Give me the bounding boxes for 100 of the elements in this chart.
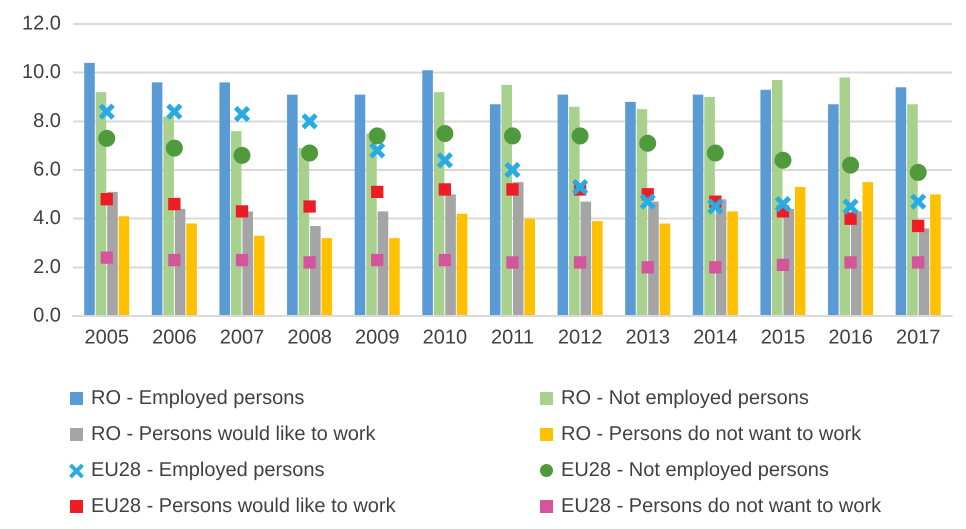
bar (648, 202, 659, 315)
point (506, 256, 519, 269)
bar (558, 94, 568, 315)
point (504, 161, 522, 179)
x-tick-label: 2011 (490, 326, 534, 349)
point (774, 195, 792, 213)
point (438, 183, 451, 196)
point (236, 254, 248, 266)
x-tick-label: 2010 (422, 326, 468, 349)
point (165, 102, 184, 120)
bar (118, 216, 130, 315)
point (303, 200, 316, 213)
point (100, 193, 113, 206)
bar (422, 70, 433, 315)
point (98, 130, 116, 147)
bar (828, 104, 839, 315)
bar (310, 226, 321, 315)
point (436, 125, 454, 142)
bar (692, 94, 704, 315)
bar (287, 94, 298, 315)
x-tick-label: 2017 (896, 326, 940, 349)
x-tick-label: 2014 (693, 326, 738, 349)
bar (490, 104, 501, 315)
point (642, 261, 654, 274)
point (436, 151, 454, 170)
point (504, 127, 521, 144)
x-tick-label: 2016 (828, 326, 873, 349)
bar (389, 238, 400, 315)
point (709, 261, 722, 274)
point (371, 186, 384, 198)
legend-label: RO - Not employed persons (561, 386, 809, 410)
bar (727, 211, 738, 315)
point (706, 144, 724, 162)
bar (174, 208, 186, 315)
point (912, 256, 924, 269)
point (98, 102, 116, 120)
legend-label: RO - Persons do not want to work (561, 422, 862, 446)
point (774, 152, 792, 169)
bar (186, 224, 197, 315)
point (303, 256, 316, 269)
point (844, 212, 857, 225)
bar (862, 182, 874, 315)
x-tick-label: 2006 (152, 326, 197, 349)
y-tick-label: 2.0 (33, 256, 61, 278)
legend-label: EU28 - Employed persons (91, 458, 324, 482)
point (233, 105, 251, 123)
bar (242, 211, 254, 315)
y-tick-label: 0.0 (33, 304, 61, 327)
point (168, 254, 181, 266)
point (572, 127, 589, 144)
point (842, 198, 860, 216)
point (844, 256, 857, 269)
bar (254, 236, 265, 315)
legend-label: EU28 - Not employed persons (561, 458, 829, 482)
point (706, 198, 724, 216)
point (301, 144, 318, 162)
y-tick-label: 8.0 (33, 110, 61, 132)
point (236, 205, 248, 218)
x-tick-label: 2007 (220, 326, 264, 349)
point (909, 192, 928, 210)
point (300, 112, 318, 130)
legend-label: EU28 - Persons do not want to work (561, 494, 882, 518)
x-tick-label: 2015 (760, 326, 806, 349)
y-tick-label: 6.0 (33, 158, 61, 181)
y-tick-label: 10.0 (22, 61, 61, 84)
bar (592, 221, 603, 315)
point (842, 156, 860, 174)
point (371, 254, 384, 266)
point (100, 251, 113, 264)
legend-label: RO - Persons would like to work (91, 422, 376, 446)
bar (524, 218, 535, 315)
legend-label: RO - Employed persons (91, 386, 304, 410)
point (912, 220, 924, 232)
x-tick-label: 2008 (287, 326, 332, 349)
point (368, 142, 386, 160)
point (506, 183, 519, 196)
point (438, 254, 451, 266)
bar (930, 194, 941, 315)
bar (760, 90, 771, 315)
bar (354, 94, 366, 315)
x-tick-label: 2009 (354, 326, 400, 349)
bar (456, 214, 468, 315)
point (574, 256, 586, 269)
bar (84, 62, 95, 315)
point (233, 146, 250, 164)
x-tick-label: 2012 (558, 326, 602, 349)
point (368, 127, 386, 144)
x-tick-label: 2005 (84, 326, 129, 349)
legend-label: EU28 - Persons would like to work (91, 494, 396, 518)
bar (445, 194, 456, 315)
point (639, 134, 656, 152)
bar (896, 87, 906, 315)
y-tick-label: 12.0 (22, 12, 61, 35)
point (910, 164, 927, 181)
bar (580, 202, 592, 315)
bar (794, 187, 806, 315)
bar (625, 102, 636, 315)
bar (660, 224, 670, 315)
point (168, 198, 181, 210)
bar (152, 82, 162, 315)
